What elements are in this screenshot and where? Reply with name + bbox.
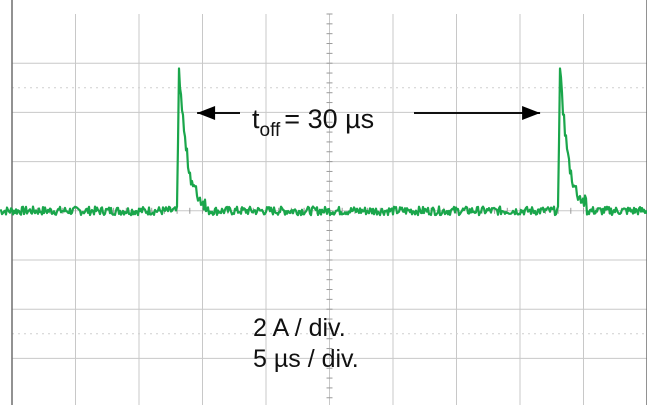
toff-label: toff = 30 µs [252,104,374,141]
current-scale-label: 2 A / div. [253,314,346,342]
arrow-right-head [522,106,541,120]
arrow-left-head [197,106,216,120]
waveform-trace [0,67,647,217]
trace-line [0,67,647,217]
toff-symbol: t [252,104,260,134]
toff-value: = 30 µs [284,104,374,134]
annotation-group: toff = 30 µs [197,104,541,141]
toff-subscript: off [260,120,282,141]
time-scale-label: 5 µs / div. [253,345,359,373]
